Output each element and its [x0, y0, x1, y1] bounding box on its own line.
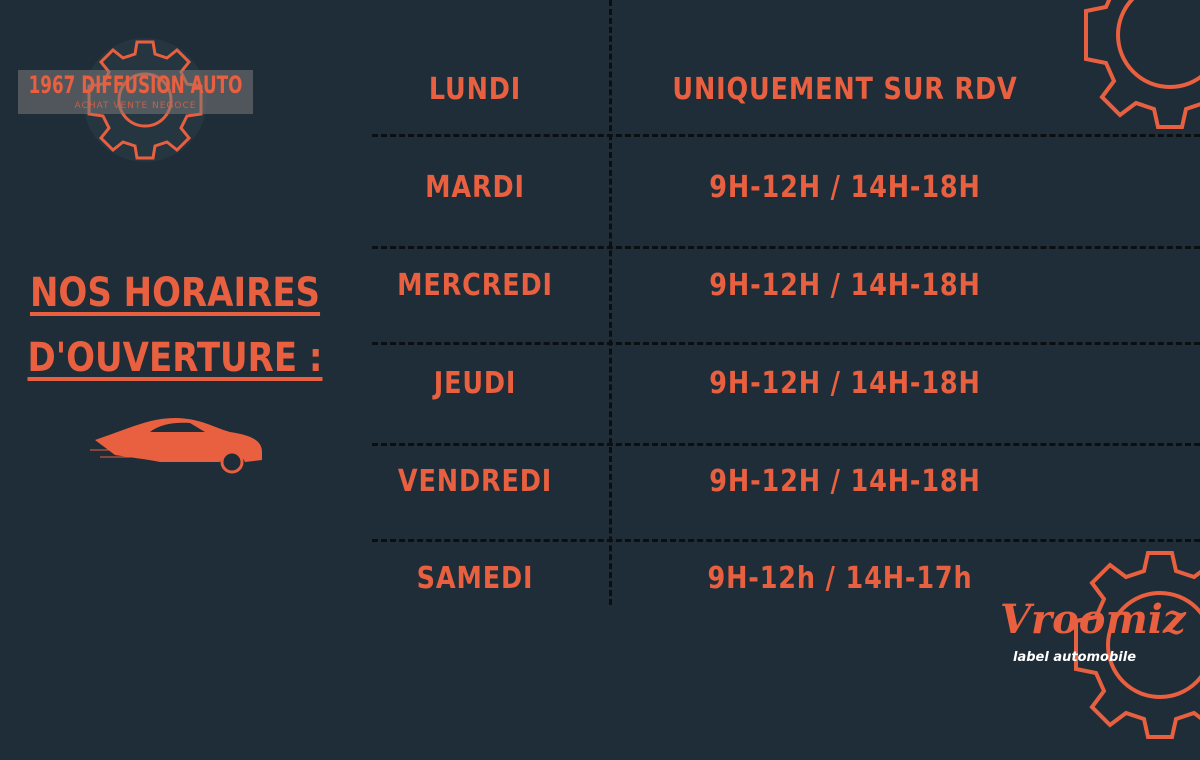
heading-line1: NOS HORAIRES	[29, 270, 321, 316]
hours-jeudi: 9H-12H / 14H-18H	[709, 366, 981, 401]
hours-lundi: uniquement sur rdv	[672, 72, 1018, 107]
logo-name: 1967 DIFFUSION AUTO	[28, 71, 243, 99]
brand-tagline: label automobile	[1013, 650, 1137, 665]
row-divider	[372, 246, 1200, 249]
row-divider	[372, 342, 1200, 345]
day-samedi: Samedi	[416, 561, 534, 596]
hours-mercredi: 9H-12H / 14H-18H	[709, 268, 981, 303]
gear-icon-top-right	[1084, 0, 1200, 129]
hours-vendredi: 9H-12H / 14H-18H	[709, 464, 981, 499]
day-mercredi: Mercredi	[397, 268, 553, 303]
column-divider	[609, 0, 612, 605]
heading-line2: D'OUVERTURE :	[27, 335, 323, 381]
hours-samedi: 9H-12h / 14H-17h	[707, 561, 973, 596]
day-lundi: Lundi	[428, 72, 522, 107]
gear-icon-bottom-right	[1074, 551, 1200, 739]
logo-tagline: ACHAT VENTE NEGOCE	[74, 101, 197, 111]
day-jeudi: Jeudi	[433, 366, 517, 401]
day-vendredi: Vendredi	[397, 464, 553, 499]
day-mardi: Mardi	[425, 170, 525, 205]
logo: 1967 DIFFUSION AUTO ACHAT VENTE NEGOCE	[15, 25, 265, 175]
hours-mardi: 9H-12H / 14H-18H	[709, 170, 981, 205]
row-divider	[372, 134, 1200, 137]
row-divider	[372, 443, 1200, 446]
car-icon	[90, 418, 262, 474]
brand-logo: Vroomiz	[1000, 596, 1186, 643]
row-divider	[372, 539, 1200, 542]
